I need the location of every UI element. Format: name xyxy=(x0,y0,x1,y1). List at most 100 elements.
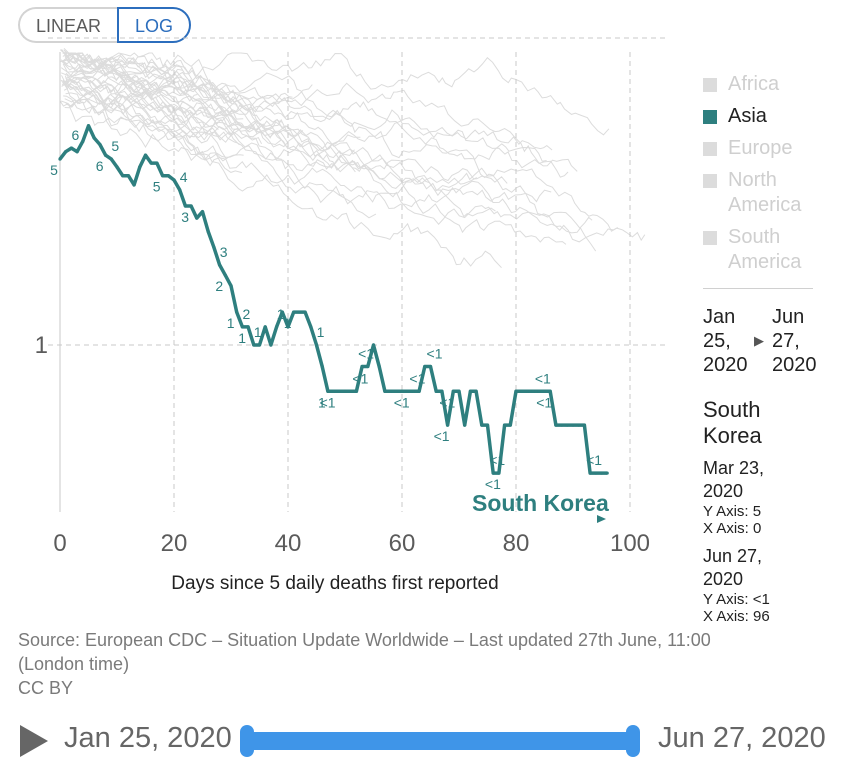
x-tick-label: 60 xyxy=(389,530,416,557)
data-point xyxy=(292,310,296,314)
background-line xyxy=(65,80,289,148)
range-start-month: Jan xyxy=(703,306,736,328)
legend-swatch xyxy=(703,231,717,245)
data-point xyxy=(577,423,581,427)
series-end-arrow-icon xyxy=(597,515,606,523)
data-point xyxy=(178,188,182,192)
data-point xyxy=(75,150,79,154)
log-scale-button[interactable]: LOG xyxy=(117,7,192,43)
data-point xyxy=(280,310,284,314)
data-point xyxy=(349,389,353,393)
legend-label: America xyxy=(728,251,802,273)
timeline-end-handle[interactable] xyxy=(626,725,640,757)
legend-swatch xyxy=(703,142,717,156)
background-line xyxy=(64,75,283,132)
tooltip-end-x: X Axis: 96 xyxy=(703,608,770,625)
legend-label: Europe xyxy=(728,137,793,159)
highlighted-series[interactable] xyxy=(58,124,609,475)
data-label: 3 xyxy=(181,209,189,225)
tooltip-start-y: Y Axis: 5 xyxy=(703,503,762,520)
data-label: <1 xyxy=(358,346,374,362)
data-point xyxy=(463,423,467,427)
x-tick-label: 40 xyxy=(275,530,302,557)
legend-item-europe[interactable]: Europe xyxy=(703,136,823,161)
background-line xyxy=(62,52,567,245)
data-point xyxy=(246,325,250,329)
data-point xyxy=(326,389,330,393)
play-icon[interactable] xyxy=(20,725,48,757)
background-line xyxy=(61,52,355,169)
data-point xyxy=(235,310,239,314)
x-tick-label: 100 xyxy=(610,530,650,557)
data-label: <1 xyxy=(394,394,410,410)
data-point xyxy=(417,389,421,393)
data-point xyxy=(594,471,598,475)
data-label: <1 xyxy=(427,346,443,362)
tooltip-country-line: Korea xyxy=(703,423,762,448)
data-point xyxy=(138,165,142,169)
legend-label: America xyxy=(728,194,802,216)
data-point xyxy=(446,423,450,427)
data-point xyxy=(92,136,96,140)
data-point xyxy=(406,389,410,393)
data-point xyxy=(109,157,113,161)
data-point xyxy=(371,343,376,347)
data-point xyxy=(548,389,552,393)
data-label: <1 xyxy=(320,394,336,410)
data-point xyxy=(525,389,530,393)
linear-scale-button[interactable]: LINEAR xyxy=(18,7,118,43)
legend-item-south-america[interactable]: South America xyxy=(703,225,823,275)
tooltip-country: South Korea xyxy=(703,397,762,449)
data-point xyxy=(560,423,564,427)
legend-item-north-america[interactable]: North America xyxy=(703,168,823,218)
x-tick-label: 0 xyxy=(53,530,66,557)
source-text: Source: European CDC – Situation Update … xyxy=(18,630,711,674)
legend-item-africa[interactable]: Africa xyxy=(703,72,823,97)
data-point xyxy=(480,423,484,427)
data-point xyxy=(69,146,73,150)
data-point xyxy=(389,389,393,393)
background-line xyxy=(60,64,304,143)
data-point xyxy=(468,389,472,393)
tooltip-end-point: Jun 27, 2020 Y Axis: <1 X Axis: 96 xyxy=(703,545,770,625)
legend-item-asia[interactable]: Asia xyxy=(703,104,823,129)
data-point xyxy=(206,229,210,234)
data-point xyxy=(172,178,176,182)
background-line xyxy=(61,76,496,218)
range-start: Jan 25, 2020 xyxy=(703,305,748,377)
data-point xyxy=(86,124,91,128)
data-point xyxy=(132,183,136,187)
tooltip-start-year: 2020 xyxy=(703,481,744,501)
data-point xyxy=(497,471,501,475)
data-label: <1 xyxy=(409,370,425,386)
data-label: 6 xyxy=(96,158,104,174)
data-point xyxy=(599,471,604,475)
data-point xyxy=(189,204,193,208)
range-arrow-icon: ▶ xyxy=(754,333,764,348)
data-point xyxy=(354,389,358,393)
background-line xyxy=(64,51,198,102)
data-label: <1 xyxy=(439,394,455,410)
data-point xyxy=(166,174,170,178)
tooltip-end-y: Y Axis: <1 xyxy=(703,591,770,608)
data-point xyxy=(58,157,62,161)
data-point xyxy=(520,389,524,393)
chart-area: 1 0 20 40 60 80 100 Days since 5 daily deaths f… xyxy=(35,37,665,594)
data-point xyxy=(531,389,535,393)
series-label: South Korea xyxy=(472,490,609,516)
data-point xyxy=(434,389,438,393)
data-point xyxy=(491,471,495,475)
data-point xyxy=(229,284,233,288)
legend-label: Asia xyxy=(728,105,767,127)
data-point xyxy=(240,325,244,329)
data-point xyxy=(503,423,507,427)
data-point xyxy=(360,364,364,369)
timeline-start-handle[interactable] xyxy=(240,725,254,757)
data-point xyxy=(537,389,541,393)
x-tick-label: 20 xyxy=(161,530,188,557)
data-point xyxy=(457,389,461,393)
background-line xyxy=(63,47,361,157)
data-label: 2 xyxy=(215,278,223,294)
timeline-slider-track[interactable] xyxy=(240,732,640,750)
data-point xyxy=(514,389,518,393)
